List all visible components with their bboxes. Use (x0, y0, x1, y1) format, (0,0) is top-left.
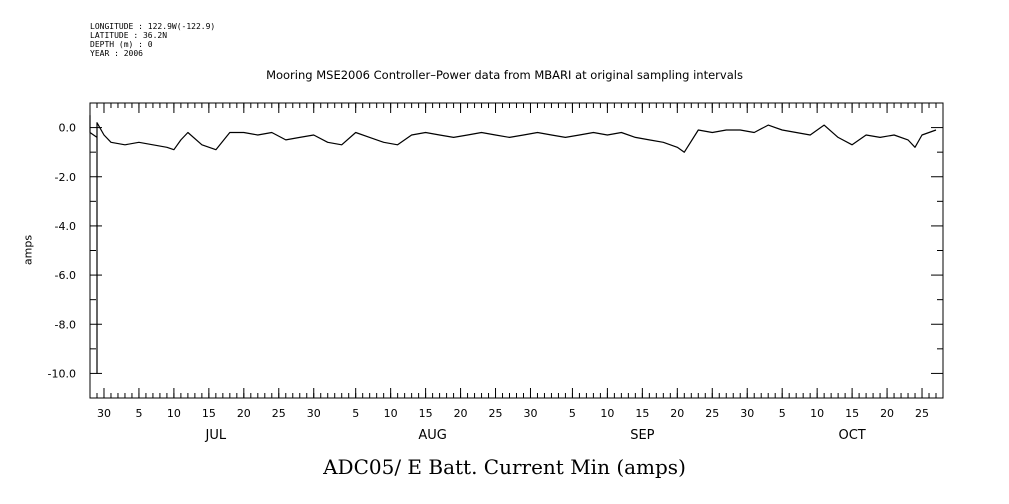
x-tick-label: 30 (97, 407, 111, 420)
x-tick-label: 10 (810, 407, 824, 420)
x-tick-label: 15 (845, 407, 859, 420)
x-tick-label: 5 (569, 407, 576, 420)
depth-text: DEPTH (m) : 0 (90, 40, 153, 49)
year-text: YEAR : 2006 (90, 49, 143, 58)
y-axis: 0.0 -2.0 -4.0 -6.0 -8.0 -10.0 (48, 102, 943, 399)
y-tick-label: -2.0 (55, 171, 76, 184)
chart-title: Mooring MSE2006 Controller–Power data fr… (266, 68, 743, 82)
y-tick-label: -6.0 (55, 269, 76, 282)
x-tick-label: 15 (202, 407, 216, 420)
station-metadata: LONGITUDE : 122.9W(-122.9) LATITUDE : 36… (90, 22, 215, 58)
current-series-line (89, 115, 937, 374)
x-tick-label: 15 (419, 407, 433, 420)
month-label: OCT (838, 428, 865, 443)
x-tick-label: 10 (600, 407, 614, 420)
longitude-text: LONGITUDE : 122.9W(-122.9) (90, 22, 216, 31)
x-tick-label: 25 (272, 407, 286, 420)
x-tick-label: 30 (307, 407, 321, 420)
x-tick-label: 20 (880, 407, 894, 420)
month-label: SEP (630, 428, 654, 443)
y-tick-label: -4.0 (55, 220, 76, 233)
x-tick-label: 30 (523, 407, 537, 420)
y-tick-label: 0.0 (59, 122, 77, 135)
x-tick-label: 10 (384, 407, 398, 420)
x-tick-label: 5 (352, 407, 359, 420)
x-axis-label: ADC05/ E Batt. Current Min (amps) (323, 455, 686, 479)
y-tick-label: -8.0 (55, 318, 76, 331)
x-tick-label: 25 (915, 407, 929, 420)
x-tick-label: 30 (740, 407, 754, 420)
x-tick-label: 15 (635, 407, 649, 420)
x-tick-label: 25 (705, 407, 719, 420)
x-tick-label: 20 (670, 407, 684, 420)
x-tick-label: 20 (237, 407, 251, 420)
y-tick-label: -10.0 (48, 367, 76, 380)
x-tick-label: 5 (135, 407, 142, 420)
x-tick-label: 10 (167, 407, 181, 420)
x-tick-label: 5 (779, 407, 786, 420)
month-label: JUL (205, 428, 227, 443)
month-label: AUG (418, 428, 446, 443)
x-tick-label: 25 (489, 407, 503, 420)
data-series (89, 115, 937, 374)
x-tick-label: 20 (454, 407, 468, 420)
latitude-text: LATITUDE : 36.2N (90, 31, 168, 40)
x-axis: 30 5 10 15 20 25 30 5 10 15 20 25 30 5 10 15 20 25 30 5 10 15… (89, 103, 944, 443)
